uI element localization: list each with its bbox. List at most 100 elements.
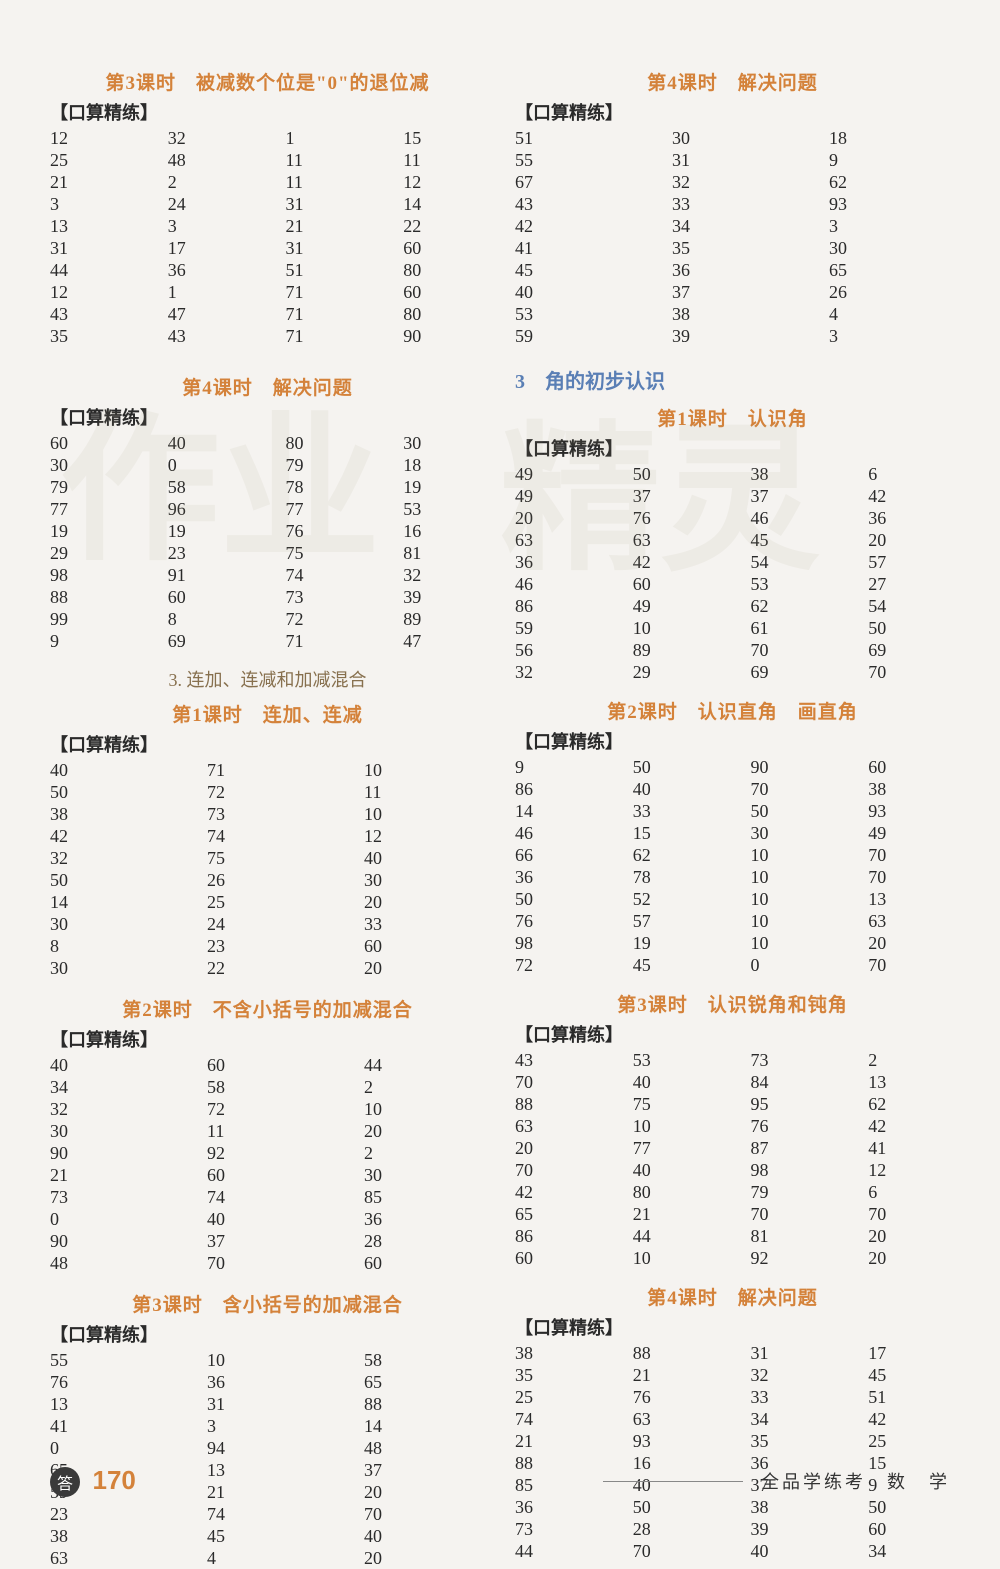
num-cell: 2 <box>364 1076 485 1098</box>
right-s1-title: 第4课时 解决问题 <box>515 68 950 95</box>
num-cell: 42 <box>868 1408 950 1430</box>
num-cell: 88 <box>50 586 132 608</box>
num-cell: 30 <box>403 432 485 454</box>
num-cell: 71 <box>286 325 368 347</box>
num-cell: 53 <box>515 303 636 325</box>
num-cell: 20 <box>515 1137 597 1159</box>
num-cell: 32 <box>50 847 171 869</box>
num-cell: 8 <box>50 935 171 957</box>
num-cell: 59 <box>515 617 597 639</box>
right-chapter: 3 角的初步认识 <box>515 365 950 394</box>
num-cell: 50 <box>50 869 171 891</box>
num-cell: 25 <box>868 1430 950 1452</box>
num-cell: 41 <box>868 1137 950 1159</box>
num-cell: 2 <box>868 1049 950 1071</box>
num-cell: 20 <box>868 1225 950 1247</box>
num-cell: 12 <box>50 127 132 149</box>
num-cell: 35 <box>515 1364 597 1386</box>
num-cell: 88 <box>515 1093 597 1115</box>
num-cell: 31 <box>286 237 368 259</box>
num-cell: 67 <box>515 171 636 193</box>
num-cell: 13 <box>868 1071 950 1093</box>
num-cell: 10 <box>633 617 715 639</box>
num-cell: 37 <box>633 485 715 507</box>
num-cell: 60 <box>168 586 250 608</box>
num-cell: 46 <box>515 573 597 595</box>
num-cell: 90 <box>751 756 833 778</box>
num-cell: 4 <box>207 1547 328 1569</box>
num-cell: 42 <box>633 551 715 573</box>
num-cell: 43 <box>515 193 636 215</box>
num-cell: 90 <box>50 1142 171 1164</box>
num-cell: 45 <box>751 529 833 551</box>
num-cell: 31 <box>672 149 793 171</box>
num-cell: 55 <box>50 1349 171 1371</box>
num-cell: 10 <box>364 803 485 825</box>
right-s4-title: 第3课时 认识锐角和钝角 <box>515 990 950 1017</box>
num-cell: 32 <box>751 1364 833 1386</box>
num-cell: 10 <box>364 1098 485 1120</box>
num-cell: 41 <box>50 1415 171 1437</box>
num-cell: 0 <box>168 454 250 476</box>
num-cell: 40 <box>364 847 485 869</box>
num-cell: 23 <box>207 935 328 957</box>
num-cell: 73 <box>751 1049 833 1071</box>
num-cell: 28 <box>633 1518 715 1540</box>
num-cell: 49 <box>633 595 715 617</box>
num-cell: 30 <box>50 1120 171 1142</box>
num-cell: 60 <box>403 237 485 259</box>
num-cell: 11 <box>207 1120 328 1142</box>
left-s4-grid: 4060443458232721030112090922216030737485… <box>50 1054 485 1274</box>
num-cell: 55 <box>515 149 636 171</box>
num-cell: 3 <box>829 215 950 237</box>
num-cell: 2 <box>168 171 250 193</box>
num-cell: 14 <box>50 891 171 913</box>
num-cell: 11 <box>286 149 368 171</box>
num-cell: 40 <box>364 1525 485 1547</box>
num-cell: 1 <box>168 281 250 303</box>
num-cell: 10 <box>207 1349 328 1371</box>
num-cell: 38 <box>672 303 793 325</box>
answer-badge-icon: 答 <box>50 1467 80 1497</box>
num-cell: 84 <box>751 1071 833 1093</box>
num-cell: 50 <box>515 888 597 910</box>
num-cell: 51 <box>286 259 368 281</box>
num-cell: 42 <box>515 1181 597 1203</box>
practice-label: 【口算精练】 <box>515 1314 950 1340</box>
num-cell: 38 <box>50 1525 171 1547</box>
num-cell: 36 <box>515 551 597 573</box>
num-cell: 50 <box>751 800 833 822</box>
num-cell: 31 <box>286 193 368 215</box>
num-cell: 35 <box>751 1430 833 1452</box>
num-cell: 47 <box>403 630 485 652</box>
num-cell: 43 <box>515 1049 597 1071</box>
num-cell: 63 <box>868 910 950 932</box>
num-cell: 50 <box>50 781 171 803</box>
num-cell: 76 <box>633 507 715 529</box>
num-cell: 21 <box>50 1164 171 1186</box>
num-cell: 70 <box>868 954 950 976</box>
num-cell: 22 <box>403 215 485 237</box>
num-cell: 37 <box>207 1230 328 1252</box>
practice-label: 【口算精练】 <box>515 728 950 754</box>
num-cell: 58 <box>364 1349 485 1371</box>
num-cell: 77 <box>286 498 368 520</box>
num-cell: 30 <box>829 237 950 259</box>
num-cell: 81 <box>751 1225 833 1247</box>
right-s5-title: 第4课时 解决问题 <box>515 1283 950 1310</box>
num-cell: 32 <box>515 661 597 683</box>
num-cell: 70 <box>868 1203 950 1225</box>
num-cell: 50 <box>868 1496 950 1518</box>
num-cell: 47 <box>168 303 250 325</box>
num-cell: 93 <box>868 800 950 822</box>
num-cell: 98 <box>515 932 597 954</box>
footer-right-wrap: 全品学练考 数 学 <box>603 1468 950 1494</box>
right-column: 第4课时 解决问题 【口算精练】 51301855319673262433393… <box>515 60 950 1569</box>
num-cell: 44 <box>633 1225 715 1247</box>
num-cell: 18 <box>829 127 950 149</box>
num-cell: 50 <box>633 1496 715 1518</box>
num-cell: 17 <box>168 237 250 259</box>
num-cell: 21 <box>633 1203 715 1225</box>
num-cell: 40 <box>515 281 636 303</box>
num-cell: 6 <box>868 1181 950 1203</box>
